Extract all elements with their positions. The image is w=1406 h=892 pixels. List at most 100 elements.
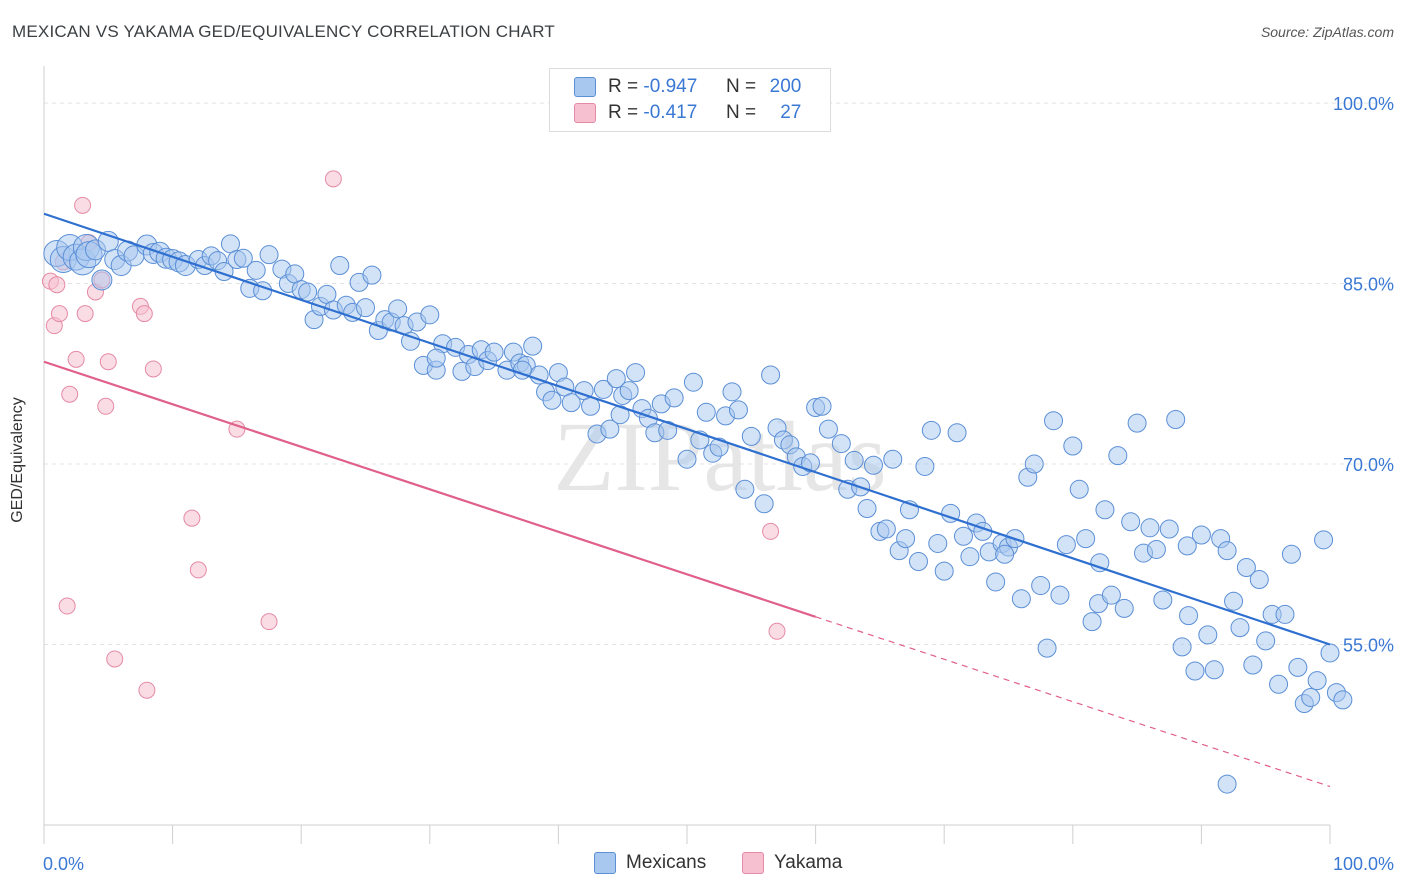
mexicans-point [1249, 570, 1269, 590]
mexicans-point [1320, 643, 1340, 663]
mexicans-point [1204, 660, 1224, 680]
yakama-point [189, 561, 207, 579]
axes [43, 66, 1331, 844]
mexicans-point [1076, 529, 1096, 549]
mexicans-point [600, 419, 620, 439]
yakama-point [67, 350, 85, 368]
mexicans-point [683, 372, 703, 392]
mexicans-point [831, 434, 851, 454]
mexicans-point [1082, 612, 1102, 632]
mexicans-point [1177, 536, 1197, 556]
yakama-point [50, 305, 68, 323]
grid-lines [44, 102, 1394, 646]
bottom-legend-mexicans: Mexicans [594, 852, 706, 874]
mexicans-point [1153, 590, 1173, 610]
mexicans-point [812, 396, 832, 416]
source-label: Source: ZipAtlas.com [1260, 24, 1394, 40]
yakama-point [48, 276, 66, 294]
legend-n-value: 27 [780, 102, 802, 123]
mexicans-point [1333, 690, 1353, 710]
mexicans-point [1275, 604, 1295, 624]
yakama-point [58, 597, 76, 615]
mexicans-point [761, 365, 781, 385]
mexicans-point [947, 423, 967, 443]
legend-row-mexicans: R = -0.947 N = 200 [574, 75, 801, 99]
mexicans-point [1146, 539, 1166, 559]
mexicans-point [741, 426, 761, 446]
mexicans-point [606, 369, 626, 389]
mexicans-point [1095, 500, 1115, 520]
mexicans-point [1090, 553, 1110, 573]
mexicans-point [259, 245, 279, 265]
yakama-point [97, 397, 115, 415]
legend-row-yakama: R = -0.417 N = 27 [574, 101, 801, 125]
mexicans-point [1108, 446, 1128, 466]
legend-n-value: 200 [769, 76, 802, 97]
mexicans-point [728, 400, 748, 420]
mexicans-point [1166, 410, 1186, 430]
mexicans-point [1024, 454, 1044, 474]
mexicans-point [91, 269, 113, 291]
mexicans-point [986, 572, 1006, 592]
mexicans-point [876, 519, 896, 539]
mexicans-point [298, 282, 318, 302]
yakama-trend-extension [815, 616, 1331, 788]
mexicans-point [1288, 657, 1308, 677]
mexicans-point [915, 456, 935, 476]
x-tick-label: 100.0% [1333, 854, 1394, 874]
mexicans-point [995, 544, 1015, 564]
yakama-point [762, 522, 780, 540]
mexicans-point [844, 450, 864, 470]
yakama-point [61, 385, 79, 403]
mexicans-point [356, 298, 375, 318]
yakama-trend-line [43, 360, 816, 618]
mexicans-point [246, 260, 266, 280]
mexicans-point [362, 265, 382, 285]
mexicans-trend-line [43, 212, 1331, 646]
yakama-point [183, 509, 201, 527]
mexicans-point [1314, 530, 1334, 550]
mexicans-point [921, 420, 941, 440]
mexicans-point [426, 348, 446, 368]
mexicans-point [953, 526, 973, 546]
mexicans-point [1301, 687, 1321, 707]
yakama-point [768, 622, 786, 640]
yakama-point [138, 681, 156, 699]
mexicans-point [420, 305, 440, 325]
mexicans-point [1056, 535, 1076, 555]
tick-labels: 100.0% 85.0% 70.0% 55.0% 0.0% 100.0% [43, 94, 1394, 874]
mexicans-point [1217, 774, 1237, 794]
mexicans-point [484, 342, 504, 362]
mexicans-point [1114, 598, 1134, 618]
mexicans-point [735, 479, 755, 499]
yakama-point [135, 305, 153, 323]
mexicans-point [658, 420, 678, 440]
mexicans-point [754, 494, 774, 514]
bottom-legend-label: Mexicans [626, 852, 707, 873]
mexicans-point [542, 390, 562, 410]
mexicans-point [1121, 512, 1141, 532]
x-tick-label: 0.0% [43, 854, 84, 874]
y-tick-label: 85.0% [1343, 275, 1394, 295]
yakama-point [74, 196, 92, 214]
chart-title: MEXICAN VS YAKAMA GED/EQUIVALENCY CORREL… [12, 22, 555, 41]
bottom-legend: Mexicans Yakama [0, 852, 1406, 878]
yakama-point [99, 353, 117, 371]
mexicans-point [1037, 638, 1057, 658]
y-tick-label: 55.0% [1343, 636, 1394, 656]
y-tick-label: 100.0% [1333, 94, 1394, 114]
mexicans-point [818, 419, 838, 439]
mexicans-point [722, 382, 742, 402]
mexicans-point [1101, 585, 1121, 605]
legend-r-label: R = [608, 102, 639, 123]
mexicans-point [1230, 618, 1250, 638]
yakama-point [76, 305, 94, 323]
mexicans-point [626, 363, 646, 383]
mexicans-point [960, 547, 980, 567]
bottom-legend-label: Yakama [774, 852, 843, 873]
mexicans-point [1224, 591, 1244, 611]
mexicans-point [1256, 631, 1276, 651]
mexicans-point [1236, 558, 1256, 578]
yakama-point [106, 650, 124, 668]
